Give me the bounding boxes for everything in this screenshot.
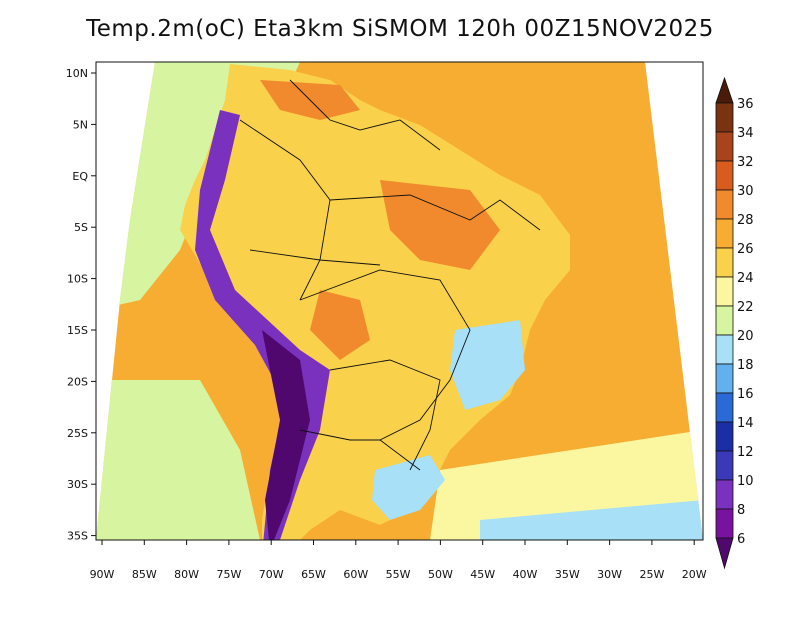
colorbar-label: 22 (737, 300, 754, 315)
border-line (329, 194, 541, 231)
colorbar-label: 6 (737, 532, 745, 547)
colorbar-label: 36 (737, 97, 754, 112)
colorbar-label: 28 (737, 213, 754, 228)
lon-label: 45W (470, 568, 495, 581)
map-frame (95, 61, 704, 541)
lon-label: 65W (301, 568, 326, 581)
colorbar-label: 26 (737, 242, 754, 257)
lon-label: 80W (174, 568, 199, 581)
country-borders (239, 79, 541, 471)
colorbar-label: 10 (737, 474, 754, 489)
lat-label: 10S (67, 273, 88, 286)
lon-label: 85W (132, 568, 157, 581)
colorbar-segment (715, 363, 734, 394)
colorbar-segment (715, 392, 734, 423)
colorbar-segment (715, 131, 734, 162)
longitude-axis: 90W 85W 80W 75W 70W 65W 60W 55W 50W 45W 40W 35W 30W 2… (90, 540, 707, 581)
southeast-cool-area (372, 455, 445, 520)
colorbar-segment (715, 276, 734, 307)
colorbar-label: 30 (737, 184, 754, 199)
colorbar-label: 14 (737, 416, 754, 431)
colorbar-segment (715, 102, 734, 133)
andes-coldest-strip (262, 330, 310, 540)
forecast-domain (96, 62, 703, 540)
lon-label: 30W (597, 568, 622, 581)
colorbar-segment (715, 421, 734, 452)
latitude-axis: 10N 5N EQ 5S 10S 15S 20S 25S 30S 35S (66, 67, 96, 543)
lon-label: 70W (259, 568, 284, 581)
colorbar-segment (715, 160, 734, 191)
lat-label: 20S (67, 375, 88, 388)
lat-label: EQ (72, 170, 88, 183)
colorbar-label: 18 (737, 358, 754, 373)
pacific-south-field (96, 380, 260, 540)
lon-label: 75W (216, 568, 241, 581)
border-line (249, 249, 381, 266)
colorbar-segment (715, 247, 734, 278)
lon-label: 60W (343, 568, 368, 581)
hot-area-northeast (380, 180, 500, 270)
lat-label: 5N (73, 118, 88, 131)
colorbar-segment (715, 334, 734, 365)
lat-label: 35S (67, 530, 88, 543)
border-line (289, 79, 441, 151)
colorbar-segment (715, 450, 734, 481)
border-line (329, 359, 441, 471)
lat-label: 15S (67, 324, 88, 337)
colorbar-segment (715, 218, 734, 249)
colorbar-label: 32 (737, 155, 754, 170)
colorbar-label: 12 (737, 445, 754, 460)
colorbar-segment (715, 479, 734, 510)
colorbar: 36 34 32 30 28 26 24 22 20 18 16 14 12 10 8 6 (715, 76, 754, 570)
colorbar-label: 24 (737, 271, 754, 286)
colorbar-segment (715, 305, 734, 336)
colorbar-bottom-arrow (715, 537, 734, 570)
colorbar-segment (715, 508, 734, 539)
lon-label: 50W (428, 568, 453, 581)
map-title: Temp.2m(oC) Eta3km SiSMOM 120h 00Z15NOV2… (86, 16, 714, 42)
lon-label: 25W (639, 568, 664, 581)
lon-label: 35W (555, 568, 580, 581)
atlantic-cold-field (480, 500, 703, 540)
lon-label: 20W (682, 568, 707, 581)
southeast-highland-area (450, 320, 525, 410)
colorbar-label: 8 (737, 503, 745, 518)
border-line (299, 429, 421, 471)
colorbar-label: 34 (737, 126, 754, 141)
colorbar-label: 20 (737, 329, 754, 344)
border-line (299, 269, 471, 441)
colorbar-segment (715, 189, 734, 220)
lon-label: 55W (386, 568, 411, 581)
lat-label: 10N (66, 67, 88, 80)
hot-area-central (310, 290, 370, 360)
lat-label: 25S (67, 427, 88, 440)
colorbar-top-arrow (715, 76, 734, 104)
lat-label: 5S (74, 221, 88, 234)
colorbar-label: 16 (737, 387, 754, 402)
lon-label: 90W (90, 568, 115, 581)
lon-label: 40W (513, 568, 538, 581)
lat-label: 30S (67, 478, 88, 491)
